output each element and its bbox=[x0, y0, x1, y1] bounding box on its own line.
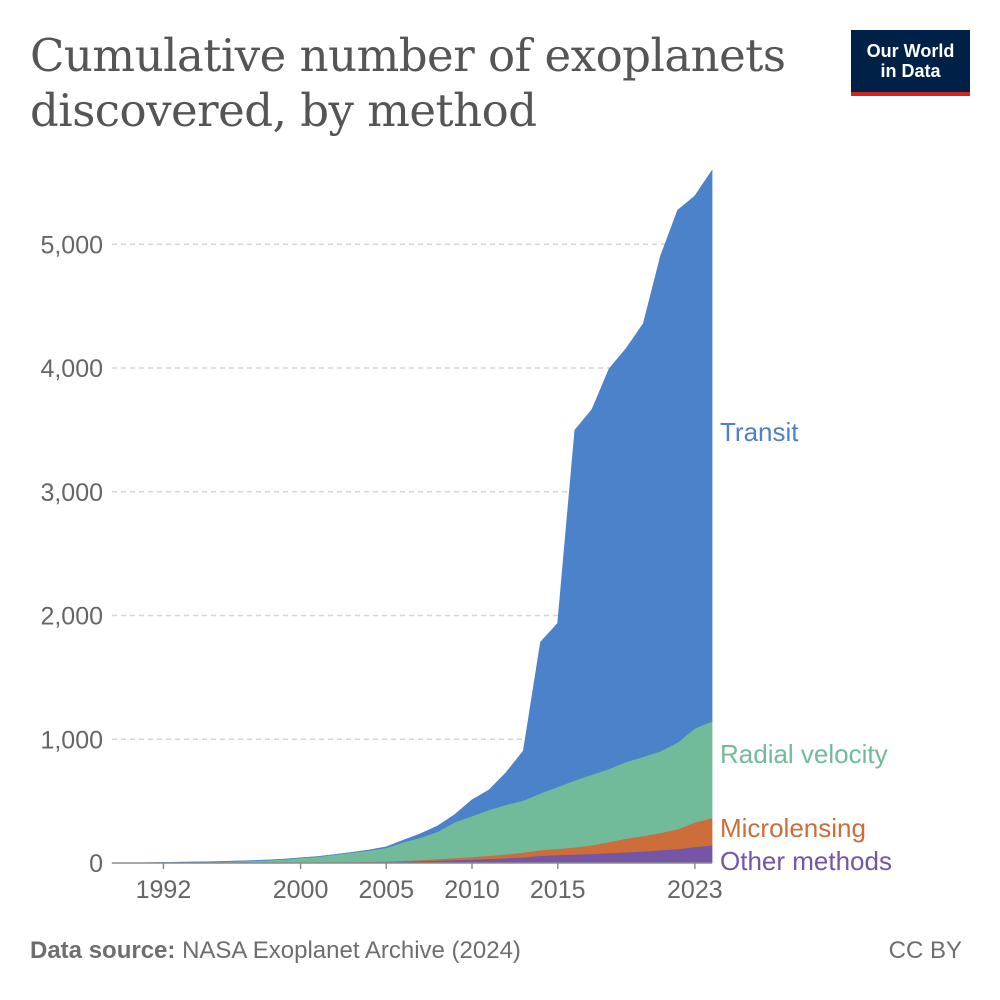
x-tick-label: 2023 bbox=[667, 876, 723, 904]
legend-radial-velocity[interactable]: Radial velocity bbox=[720, 739, 888, 769]
x-tick-label: 2000 bbox=[273, 876, 329, 904]
x-tick-label: 1992 bbox=[136, 876, 192, 904]
y-tick-label: 4,000 bbox=[40, 355, 103, 383]
legend-other-methods[interactable]: Other methods bbox=[720, 846, 892, 876]
y-tick-label: 2,000 bbox=[40, 603, 103, 631]
x-tick-label: 2010 bbox=[444, 876, 500, 904]
legend-transit[interactable]: Transit bbox=[720, 417, 799, 447]
y-tick-label: 3,000 bbox=[40, 479, 103, 507]
y-tick-label: 5,000 bbox=[40, 231, 103, 259]
area-transit[interactable] bbox=[112, 169, 713, 864]
chart-title: Cumulative number of exoplanets discover… bbox=[30, 29, 786, 137]
logo-line-2: in Data bbox=[880, 61, 941, 81]
data-source: Data source: NASA Exoplanet Archive (202… bbox=[30, 937, 521, 965]
y-tick-label: 0 bbox=[89, 850, 103, 878]
axes bbox=[112, 862, 712, 869]
x-tick-labels: 1992 2000 2005 2010 2015 2023 bbox=[136, 876, 723, 904]
y-tick-label: 1,000 bbox=[40, 726, 103, 754]
legend-microlensing[interactable]: Microlensing bbox=[720, 813, 866, 843]
license-link[interactable]: CC BY bbox=[888, 937, 962, 964]
series-areas bbox=[111, 169, 713, 864]
logo-line-1: Our World bbox=[866, 41, 955, 61]
data-source-label: Data source: bbox=[30, 937, 176, 964]
owid-logo[interactable]: Our World in Data bbox=[851, 30, 970, 96]
y-tick-labels: 0 1,000 2,000 3,000 4,000 5,000 bbox=[40, 231, 103, 878]
data-source-text[interactable]: NASA Exoplanet Archive (2024) bbox=[182, 937, 521, 964]
x-tick-label: 2015 bbox=[530, 876, 586, 904]
x-tick-label: 2005 bbox=[358, 876, 414, 904]
